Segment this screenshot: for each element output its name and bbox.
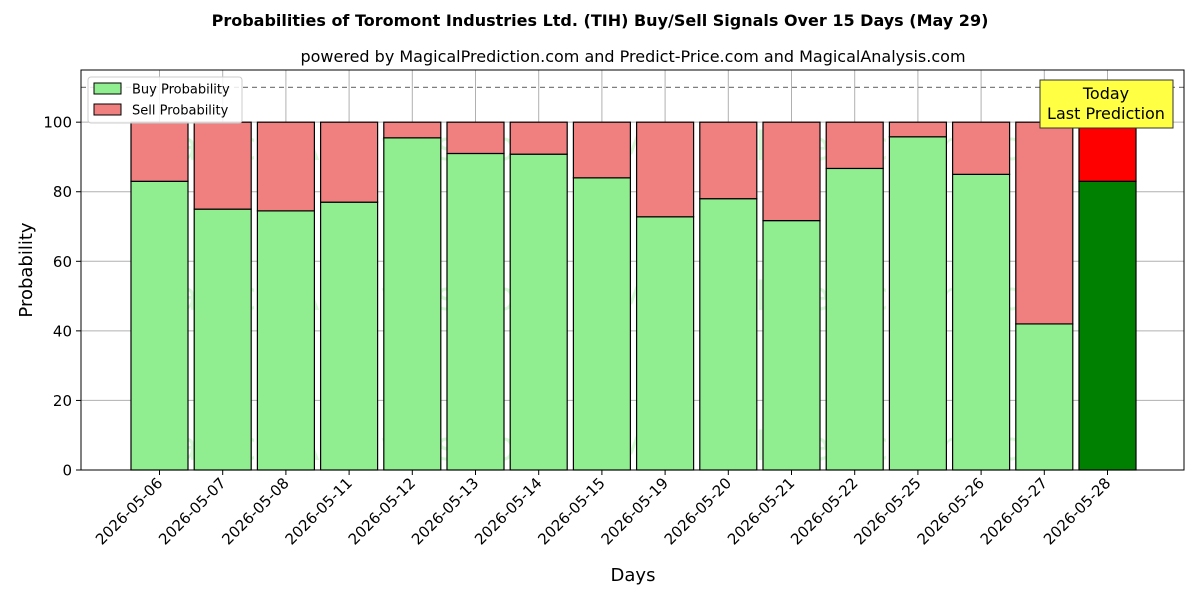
sell-bar bbox=[130, 121, 189, 182]
y-axis: 0 20 40 60 80 100 bbox=[43, 114, 81, 480]
plot-frame bbox=[80, 69, 1185, 471]
buy-bar bbox=[572, 177, 632, 471]
legend-label: Buy Probability bbox=[132, 83, 230, 98]
sell-bar bbox=[888, 121, 948, 138]
buy-bar bbox=[446, 152, 505, 471]
x-tick-label: 2026-05-22 bbox=[787, 474, 861, 548]
annotation-text: Last Prediction bbox=[1047, 104, 1165, 123]
sell-bar bbox=[699, 121, 758, 200]
buy-bar bbox=[951, 173, 1011, 471]
annotation-text: Today bbox=[1082, 84, 1129, 103]
x-tick-label: 2026-05-11 bbox=[282, 474, 356, 548]
x-tick-label: 2026-05-27 bbox=[977, 474, 1051, 548]
sell-bar bbox=[1078, 121, 1137, 182]
x-tick-label: 2026-05-21 bbox=[724, 474, 798, 548]
x-tick-label: 2026-05-08 bbox=[218, 474, 292, 548]
x-tick-label: 2026-05-20 bbox=[661, 474, 735, 548]
x-tick-label: 2026-05-07 bbox=[155, 474, 229, 548]
sell-bar bbox=[256, 121, 315, 212]
sell-bar bbox=[1015, 121, 1074, 325]
legend-swatch bbox=[93, 103, 122, 116]
sell-bar bbox=[320, 121, 379, 203]
y-tick-label: 100 bbox=[43, 114, 72, 132]
legend: Buy Probability Sell Probability bbox=[87, 76, 243, 124]
x-axis-label: Days bbox=[611, 565, 656, 586]
sell-bar bbox=[825, 121, 884, 170]
y-tick-label: 40 bbox=[53, 322, 72, 340]
buy-bar bbox=[888, 136, 948, 471]
x-axis: 2026-05-062026-05-072026-05-082026-05-11… bbox=[92, 470, 1114, 548]
sell-bar bbox=[446, 121, 505, 155]
buy-bar bbox=[825, 167, 884, 471]
legend-swatch bbox=[93, 82, 122, 95]
x-tick-label: 2026-05-15 bbox=[534, 474, 608, 548]
bars bbox=[130, 121, 1137, 471]
sell-bar bbox=[383, 121, 442, 139]
buy-bar bbox=[130, 180, 189, 471]
x-tick-label: 2026-05-13 bbox=[408, 474, 482, 548]
buy-bar bbox=[635, 216, 695, 471]
sell-bar bbox=[951, 121, 1011, 175]
x-tick-label: 2026-05-28 bbox=[1040, 474, 1114, 548]
y-tick-label: 0 bbox=[62, 462, 72, 480]
buy-bar bbox=[1078, 180, 1137, 471]
sell-bar bbox=[509, 121, 568, 155]
legend-box bbox=[87, 76, 243, 124]
y-tick-label: 60 bbox=[53, 253, 72, 271]
x-tick-label: 2026-05-25 bbox=[850, 474, 924, 548]
buy-bar bbox=[509, 153, 568, 471]
x-tick-label: 2026-05-26 bbox=[914, 474, 988, 548]
buy-bar bbox=[256, 210, 315, 471]
sell-bar bbox=[572, 121, 632, 179]
y-axis-label: Probability bbox=[16, 222, 37, 317]
y-tick-label: 20 bbox=[53, 392, 72, 410]
buy-bar bbox=[762, 220, 821, 471]
buy-bar bbox=[383, 137, 442, 471]
buy-bar bbox=[193, 208, 252, 471]
buy-bar bbox=[320, 201, 379, 471]
buy-bar bbox=[699, 198, 758, 471]
sell-bar bbox=[762, 121, 821, 222]
x-tick-label: 2026-05-19 bbox=[598, 474, 672, 548]
sell-bar bbox=[193, 121, 252, 210]
chart-title: Probabilities of Toromont Industries Ltd… bbox=[212, 11, 989, 30]
annotation-box bbox=[1039, 79, 1174, 129]
x-tick-label: 2026-05-14 bbox=[471, 474, 545, 548]
chart-subtitle: powered by MagicalPrediction.com and Pre… bbox=[300, 47, 965, 66]
buy-bar bbox=[1015, 323, 1074, 471]
legend-label: Sell Probability bbox=[132, 104, 229, 119]
sell-bar bbox=[635, 121, 695, 218]
x-tick-label: 2026-05-06 bbox=[92, 474, 166, 548]
x-tick-label: 2026-05-12 bbox=[345, 474, 419, 548]
y-tick-label: 80 bbox=[53, 183, 72, 201]
